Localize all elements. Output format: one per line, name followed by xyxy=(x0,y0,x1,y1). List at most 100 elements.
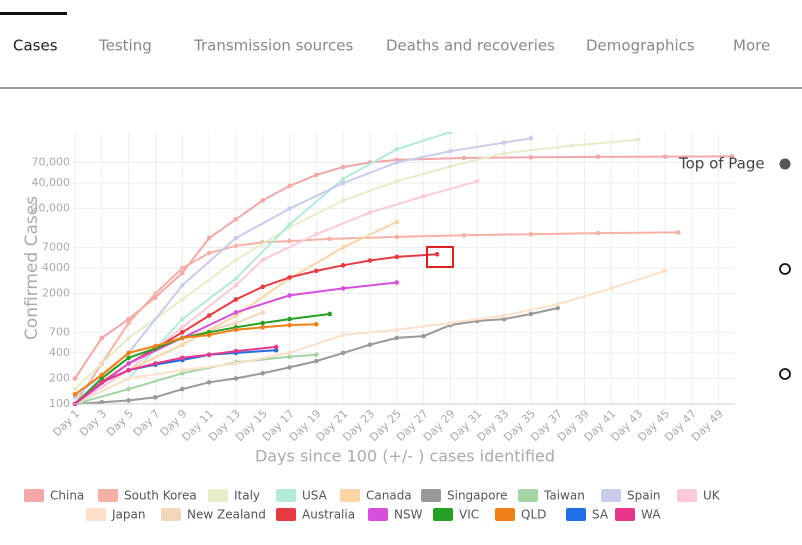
data-point xyxy=(729,154,735,159)
plot xyxy=(72,132,735,406)
legend-swatch[interactable] xyxy=(601,489,621,502)
data-point xyxy=(609,286,614,291)
data-point xyxy=(287,365,292,370)
legend-label[interactable]: China xyxy=(50,489,84,503)
data-point xyxy=(461,233,467,238)
data-point xyxy=(461,155,467,161)
legend-swatch[interactable] xyxy=(98,489,118,502)
data-point xyxy=(99,372,105,378)
series-line xyxy=(74,155,733,379)
data-point xyxy=(474,179,480,184)
data-point xyxy=(99,376,105,381)
legend-swatch[interactable] xyxy=(566,508,586,521)
data-point xyxy=(153,394,158,400)
data-point xyxy=(314,358,319,364)
legend-label[interactable]: QLD xyxy=(521,508,546,522)
data-point xyxy=(394,280,400,285)
data-point xyxy=(126,376,131,381)
legend-label[interactable]: Australia xyxy=(302,508,355,522)
y-axis-label: Confirmed Cases xyxy=(22,196,42,340)
x-tick-label: Day 3 xyxy=(77,407,109,439)
data-point xyxy=(233,297,239,302)
tab[interactable]: Deaths and recoveries xyxy=(386,37,555,55)
legend-label[interactable]: NSW xyxy=(394,508,423,522)
series-line xyxy=(74,345,277,405)
data-point xyxy=(99,335,105,341)
legend-swatch[interactable] xyxy=(24,489,44,502)
data-point xyxy=(179,329,185,335)
data-point xyxy=(394,160,400,165)
data-point xyxy=(287,275,292,280)
data-point xyxy=(327,236,333,242)
data-point xyxy=(314,231,319,237)
legend-swatch[interactable] xyxy=(433,508,453,521)
nav-dot[interactable] xyxy=(779,263,791,275)
data-point xyxy=(394,179,400,184)
tab[interactable]: Cases xyxy=(13,37,58,55)
legend-label[interactable]: Italy xyxy=(234,489,260,503)
legend-swatch[interactable] xyxy=(677,489,697,502)
legend-swatch[interactable] xyxy=(340,489,360,502)
legend-swatch[interactable] xyxy=(615,508,635,521)
y-tick-label: 100 xyxy=(49,397,70,410)
legend-label[interactable]: Canada xyxy=(366,489,412,503)
x-tick-label: Day 1 xyxy=(50,407,82,439)
legend-label[interactable]: South Korea xyxy=(124,489,197,503)
data-point xyxy=(635,137,641,142)
legend-label[interactable]: SA xyxy=(592,508,609,522)
legend-label[interactable]: Japan xyxy=(111,508,145,522)
data-point xyxy=(394,327,400,333)
data-point xyxy=(233,310,239,315)
data-point xyxy=(287,238,292,244)
data-point xyxy=(340,286,346,291)
data-point xyxy=(179,316,185,322)
top-of-page-link[interactable]: Top of Page xyxy=(678,155,765,173)
data-point xyxy=(126,335,131,341)
legend-label[interactable]: New Zealand xyxy=(187,508,266,522)
data-point xyxy=(206,235,212,241)
legend-swatch[interactable] xyxy=(208,489,228,502)
data-point xyxy=(528,155,534,160)
legend-swatch[interactable] xyxy=(276,489,296,502)
legend-label[interactable]: Singapore xyxy=(447,489,508,503)
x-tick-label: Day 7 xyxy=(131,407,163,439)
legend-swatch[interactable] xyxy=(518,489,538,502)
legend-swatch[interactable] xyxy=(495,508,515,521)
legend-label[interactable]: Taiwan xyxy=(543,489,585,503)
data-point xyxy=(126,361,131,366)
data-point xyxy=(421,333,426,339)
nav-dot[interactable] xyxy=(779,368,791,380)
legend-label[interactable]: UK xyxy=(703,489,721,503)
tab[interactable]: More xyxy=(733,37,770,55)
legend-label[interactable]: WA xyxy=(641,508,661,522)
tab[interactable]: Testing xyxy=(98,37,152,55)
data-point xyxy=(260,198,266,203)
series-line xyxy=(74,137,532,399)
data-point xyxy=(260,310,266,315)
data-point xyxy=(340,350,346,356)
x-tick-label: Day 5 xyxy=(104,407,136,439)
nav-dot-active[interactable] xyxy=(779,158,791,170)
data-point xyxy=(448,132,453,135)
legend-swatch[interactable] xyxy=(161,508,181,521)
legend-swatch[interactable] xyxy=(276,508,296,521)
data-point xyxy=(179,325,185,330)
legend-swatch[interactable] xyxy=(368,508,388,521)
tab[interactable]: Demographics xyxy=(586,37,695,55)
data-point xyxy=(126,398,131,403)
data-point xyxy=(555,305,560,311)
data-point xyxy=(340,263,346,268)
tab[interactable]: Transmission sources xyxy=(193,37,353,55)
data-point xyxy=(448,148,453,154)
legend-label[interactable]: USA xyxy=(302,489,328,503)
data-point xyxy=(501,150,507,156)
legend-swatch[interactable] xyxy=(86,508,106,521)
data-point xyxy=(394,219,400,225)
legend-label[interactable]: Spain xyxy=(627,489,661,503)
data-point xyxy=(233,376,239,381)
data-point xyxy=(179,265,185,271)
y-tick-label: 40,000 xyxy=(32,176,71,189)
legend-label[interactable]: VIC xyxy=(459,508,479,522)
legend-swatch[interactable] xyxy=(421,489,441,502)
